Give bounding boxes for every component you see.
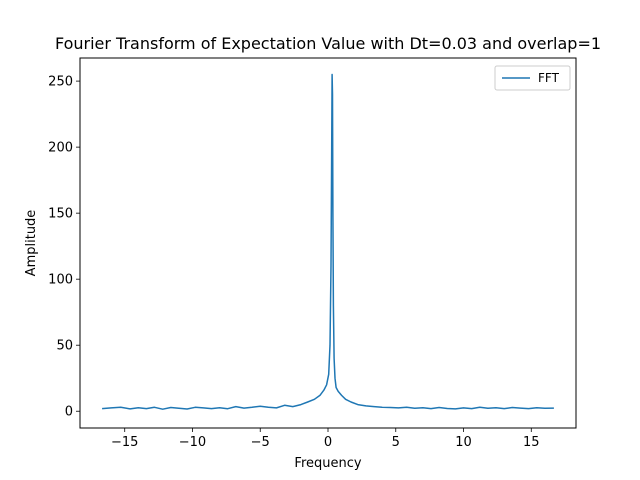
x-tick-label: 10 <box>455 435 472 450</box>
x-tick-label: 15 <box>523 435 540 450</box>
x-tick-label: −15 <box>111 435 138 450</box>
chart-title: Fourier Transform of Expectation Value w… <box>55 34 601 53</box>
legend-box <box>494 65 571 91</box>
x-tick-label: 5 <box>392 435 400 450</box>
series-line-fft <box>102 73 554 410</box>
x-tick-label: −5 <box>251 435 270 450</box>
x-tick-label: 0 <box>324 435 332 450</box>
x-tick-label: −10 <box>179 435 206 450</box>
y-tick-label: 150 <box>48 207 73 222</box>
plot-area <box>102 73 554 410</box>
y-tick-label: 200 <box>48 141 73 156</box>
y-axis: 0 50 100 150 200 250 <box>48 75 80 420</box>
y-tick-label: 100 <box>48 273 73 288</box>
x-axis-label: Frequency <box>294 456 361 471</box>
y-tick-label: 250 <box>48 75 73 90</box>
y-tick-label: 0 <box>65 405 73 420</box>
x-axis: −15 −10 −5 0 5 10 15 <box>111 428 540 450</box>
y-tick-label: 50 <box>56 339 73 354</box>
y-axis-label: Amplitude <box>24 210 39 277</box>
legend: FFT <box>494 65 571 91</box>
plot-frame <box>79 57 577 429</box>
legend-label-fft: FFT <box>538 71 560 85</box>
